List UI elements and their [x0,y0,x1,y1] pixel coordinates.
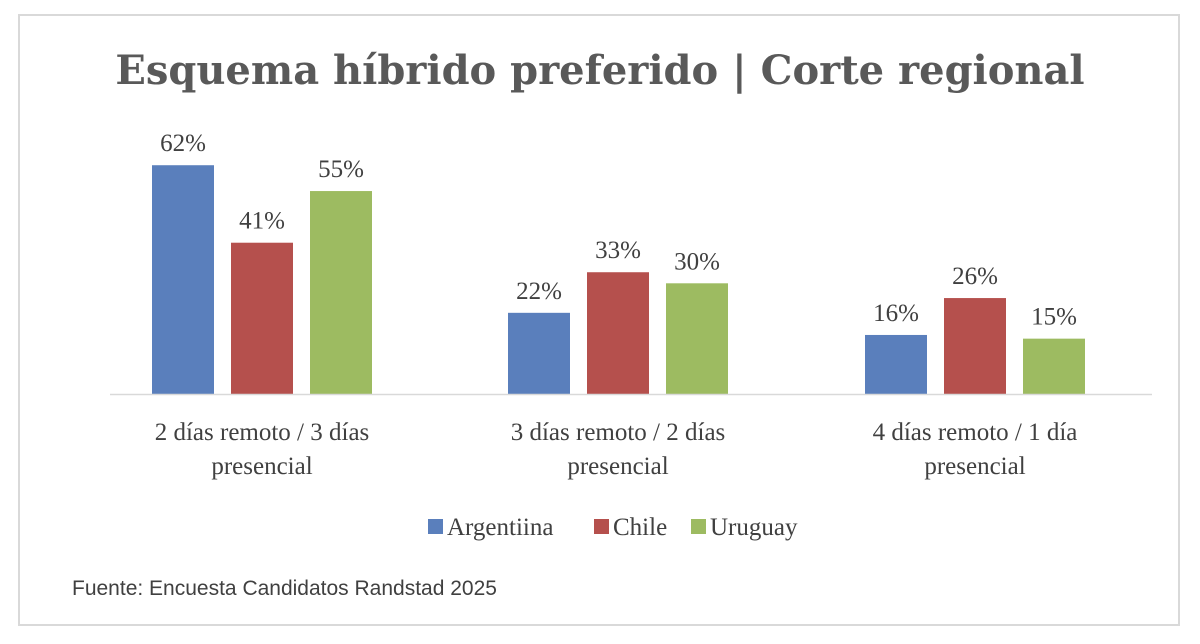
bar-chile-0 [231,242,293,394]
x-tick-label: presencial [567,453,668,480]
legend-swatch-chile [594,519,609,534]
data-label: 22% [516,278,562,305]
source-note: Fuente: Encuesta Candidatos Randstad 202… [72,577,497,600]
chart-title: Esquema híbrido preferido | Corte region… [115,47,1084,94]
bar-chile-1 [587,272,649,394]
x-tick-label: 2 días remoto / 3 días [155,419,370,446]
x-tick-label: 3 días remoto / 2 días [511,419,726,446]
x-tick-label: presencial [211,453,312,480]
x-tick-label: 4 días remoto / 1 día [873,419,1078,446]
bar-argentiina-1 [508,312,570,394]
data-label: 30% [674,248,720,275]
data-label: 41% [239,208,285,235]
legend-swatch-uruguay [691,519,706,534]
data-label: 62% [160,130,206,157]
legend-label: Chile [613,514,667,541]
legend-label: Argentiina [447,514,553,541]
data-label: 26% [952,263,998,290]
bar-argentiina-0 [152,165,214,394]
legend-swatch-argentiina [428,519,443,534]
bar-uruguay-0 [310,191,372,394]
data-label: 55% [318,156,364,183]
bar-chile-2 [944,298,1006,394]
data-label: 15% [1031,304,1077,331]
bar-uruguay-1 [666,283,728,394]
x-tick-label: presencial [924,453,1025,480]
legend-label: Uruguay [710,514,798,541]
bar-argentiina-2 [865,334,927,394]
bar-uruguay-2 [1023,338,1085,394]
data-label: 33% [595,237,641,264]
data-label: 16% [873,300,919,327]
